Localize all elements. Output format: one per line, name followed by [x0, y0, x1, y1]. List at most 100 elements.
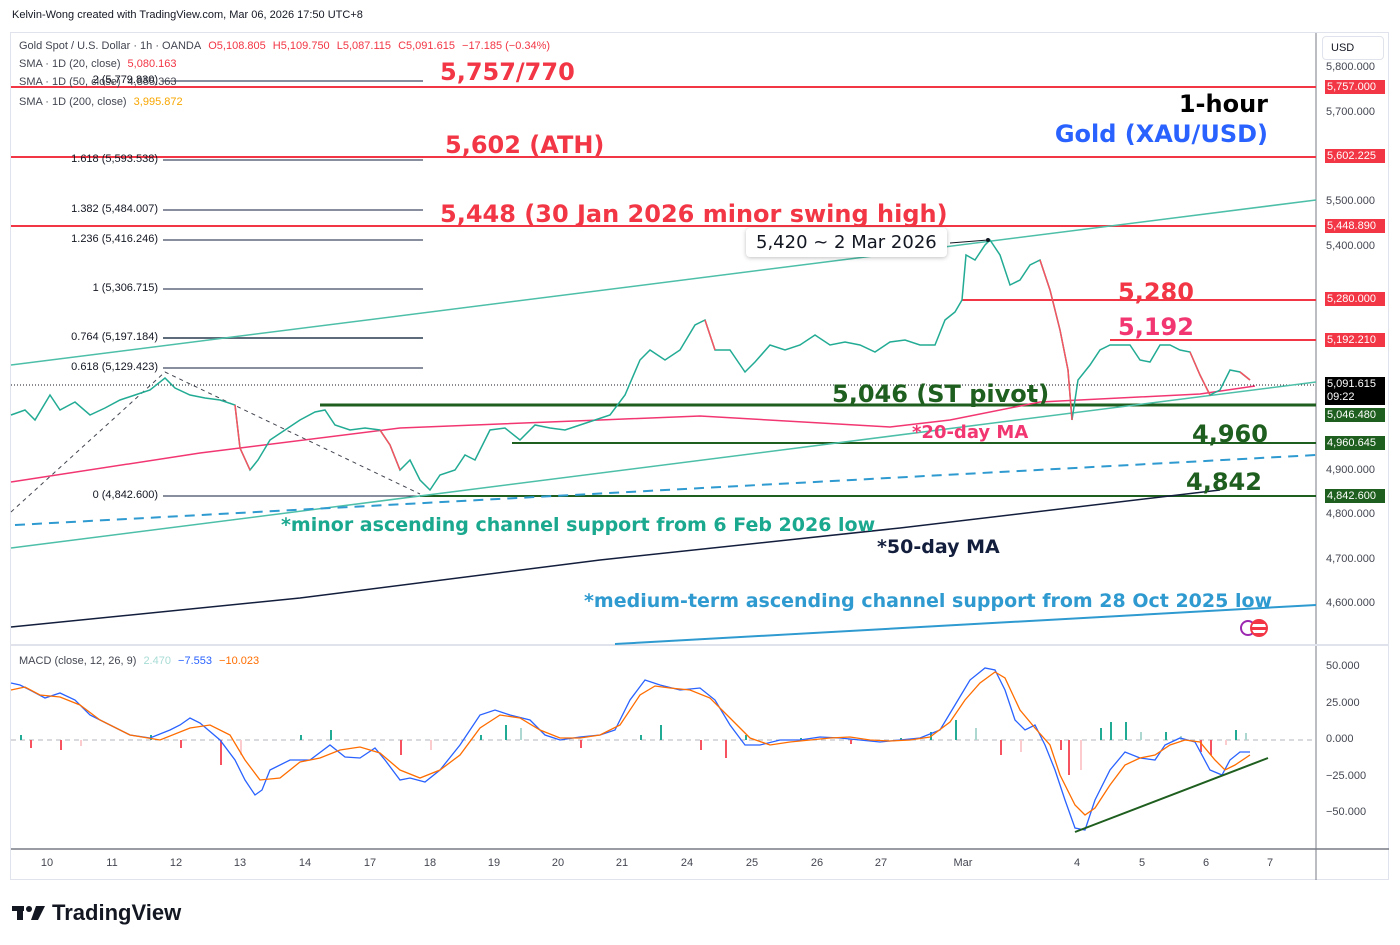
sma20-label: SMA · 1D (20, close)	[19, 58, 121, 70]
instrument-title: Gold (XAU/USD)	[1054, 120, 1268, 148]
price-path-down	[234, 404, 251, 471]
price-tag-5757: 5,757.000	[1325, 80, 1385, 94]
annotation-5192[interactable]: 5,192	[1118, 313, 1194, 341]
time-tick: 21	[615, 857, 629, 869]
time-tick: 17	[363, 857, 377, 869]
last-price-value: 5,091.615	[1327, 378, 1376, 390]
annotation-ath[interactable]: 5,602 (ATH)	[445, 131, 605, 159]
annotation-st-pivot[interactable]: 5,046 (ST pivot)	[832, 380, 1050, 408]
fib-label-1618: 1.618 (5,593.538)	[71, 153, 158, 165]
peak-dot	[986, 238, 990, 242]
annotation-ma50[interactable]: *50-day MA	[877, 536, 1000, 558]
price-tick: 4,900.000	[1326, 464, 1375, 476]
time-tick: 11	[106, 857, 118, 869]
time-tick: 19	[487, 857, 501, 869]
sma20-line[interactable]	[10, 385, 1256, 483]
currency-button[interactable]: USD	[1322, 36, 1384, 60]
fib-anchor-lines	[10, 371, 421, 513]
macd-tick: 0.000	[1326, 733, 1354, 745]
macd-legend[interactable]: MACD (close, 12, 26, 9) 2.470 −7.553 −10…	[19, 655, 263, 667]
fib-label-2: 2 (5,779.830)	[92, 74, 158, 86]
brand-name: TradingView	[52, 900, 182, 925]
annotation-5757[interactable]: 5,757/770	[440, 58, 575, 86]
resistance-lines[interactable]	[11, 86, 1316, 341]
sma200-value: 3,995.872	[133, 96, 183, 108]
sma20-value: 5,080.163	[127, 58, 177, 70]
macd-line[interactable]	[10, 667, 1250, 831]
time-tick: 20	[551, 857, 565, 869]
symbol-name[interactable]: Gold Spot / U.S. Dollar · 1h · OANDA	[19, 40, 202, 52]
peak-callout[interactable]: 5,420 ~ 2 Mar 2026	[746, 228, 947, 257]
price-tag-5280: 5,280.000	[1325, 292, 1385, 306]
minor-channel-upper[interactable]	[10, 199, 1317, 366]
fib-label-0618: 0.618 (5,129.423)	[71, 361, 158, 373]
signal-line[interactable]	[10, 671, 1251, 816]
annotation-5280[interactable]: 5,280	[1118, 278, 1194, 306]
low-value: L5,087.115	[336, 40, 391, 52]
medium-channel-support[interactable]	[614, 604, 1317, 645]
annotation-4960[interactable]: 4,960	[1192, 420, 1268, 448]
medium-channel-dashed[interactable]	[14, 454, 1317, 526]
annotation-ma20[interactable]: *20-day MA	[912, 422, 1029, 443]
macd-trendline[interactable]	[1074, 757, 1269, 833]
price-tag-5192: 5,192.210	[1325, 333, 1385, 347]
sma20-legend[interactable]: SMA · 1D (20, close) 5,080.163	[19, 58, 180, 70]
fibonacci-extension[interactable]	[163, 80, 423, 497]
macd-tick: 25.000	[1326, 697, 1360, 709]
annotation-medium-channel[interactable]: *medium-term ascending channel support f…	[584, 590, 1273, 612]
annotation-minor-channel[interactable]: *minor ascending channel support from 6 …	[281, 514, 876, 536]
tradingview-logo-icon	[12, 906, 45, 920]
price-tick: 4,600.000	[1326, 597, 1375, 609]
price-tag-5602: 5,602.225	[1325, 149, 1385, 163]
tradingview-logo[interactable]: TradingView	[12, 900, 181, 926]
last-price-tag: 5,091.615 09:22	[1325, 377, 1385, 405]
high-value: H5,109.750	[272, 40, 330, 52]
macd-line-value: −7.553	[178, 655, 212, 667]
annotation-4842[interactable]: 4,842	[1186, 468, 1262, 496]
time-tick: 13	[233, 857, 247, 869]
sma200-label: SMA · 1D (200, close)	[19, 96, 127, 108]
sma200-legend[interactable]: SMA · 1D (200, close) 3,995.872	[19, 96, 187, 108]
time-tick: 14	[298, 857, 312, 869]
fib-label-1: 1 (5,306.715)	[92, 282, 158, 294]
fib-label-1382: 1.382 (5,484.007)	[71, 203, 158, 215]
open-value: O5,108.805	[208, 40, 266, 52]
price-tick: 4,800.000	[1326, 508, 1375, 520]
time-tick: 27	[874, 857, 888, 869]
close-value: C5,091.615	[398, 40, 455, 52]
ohlc-legend: Gold Spot / U.S. Dollar · 1h · OANDA O5,…	[19, 40, 554, 52]
macd-tick: 50.000	[1326, 660, 1360, 672]
price-path[interactable]	[10, 238, 1251, 492]
fib-label-1236: 1.236 (5,416.246)	[71, 233, 158, 245]
time-tick: 5	[1138, 857, 1146, 869]
macd-histogram[interactable]	[20, 720, 1247, 775]
us-flag-event-icon[interactable]	[1250, 619, 1268, 637]
time-tick: 24	[680, 857, 694, 869]
peak-pointer	[949, 239, 989, 244]
annotation-swing-high[interactable]: 5,448 (30 Jan 2026 minor swing high)	[440, 200, 948, 228]
price-tick: 5,700.000	[1326, 106, 1375, 118]
time-tick: 7	[1266, 857, 1274, 869]
time-tick: 10	[40, 857, 54, 869]
time-tick: 18	[423, 857, 437, 869]
macd-hist-value: 2.470	[143, 655, 171, 667]
sma50-legend[interactable]: SMA · 1D (50, close) 4,855.363	[19, 76, 180, 88]
price-tick: 4,700.000	[1326, 553, 1375, 565]
time-tick: Mar	[953, 857, 973, 869]
chart-credit: Kelvin-Wong created with TradingView.com…	[12, 9, 363, 21]
minor-channel-support[interactable]	[10, 381, 1317, 549]
price-tag-4842: 4,842.600	[1325, 489, 1385, 503]
price-tick: 5,800.000	[1326, 61, 1375, 73]
time-tick: 4	[1073, 857, 1081, 869]
sma50-label: SMA · 1D (50, close)	[19, 76, 121, 88]
chart-frame	[10, 32, 1389, 880]
macd-label: MACD (close, 12, 26, 9)	[19, 655, 137, 667]
price-tag-4960: 4,960.645	[1325, 436, 1385, 450]
sma50-value: 4,855.363	[127, 76, 177, 88]
price-tick: 5,500.000	[1326, 195, 1375, 207]
timeframe-title: 1-hour	[1178, 90, 1268, 118]
sma50-line[interactable]	[10, 489, 1221, 628]
time-tick: 12	[169, 857, 183, 869]
price-tag-5046: 5,046.480	[1325, 408, 1385, 422]
